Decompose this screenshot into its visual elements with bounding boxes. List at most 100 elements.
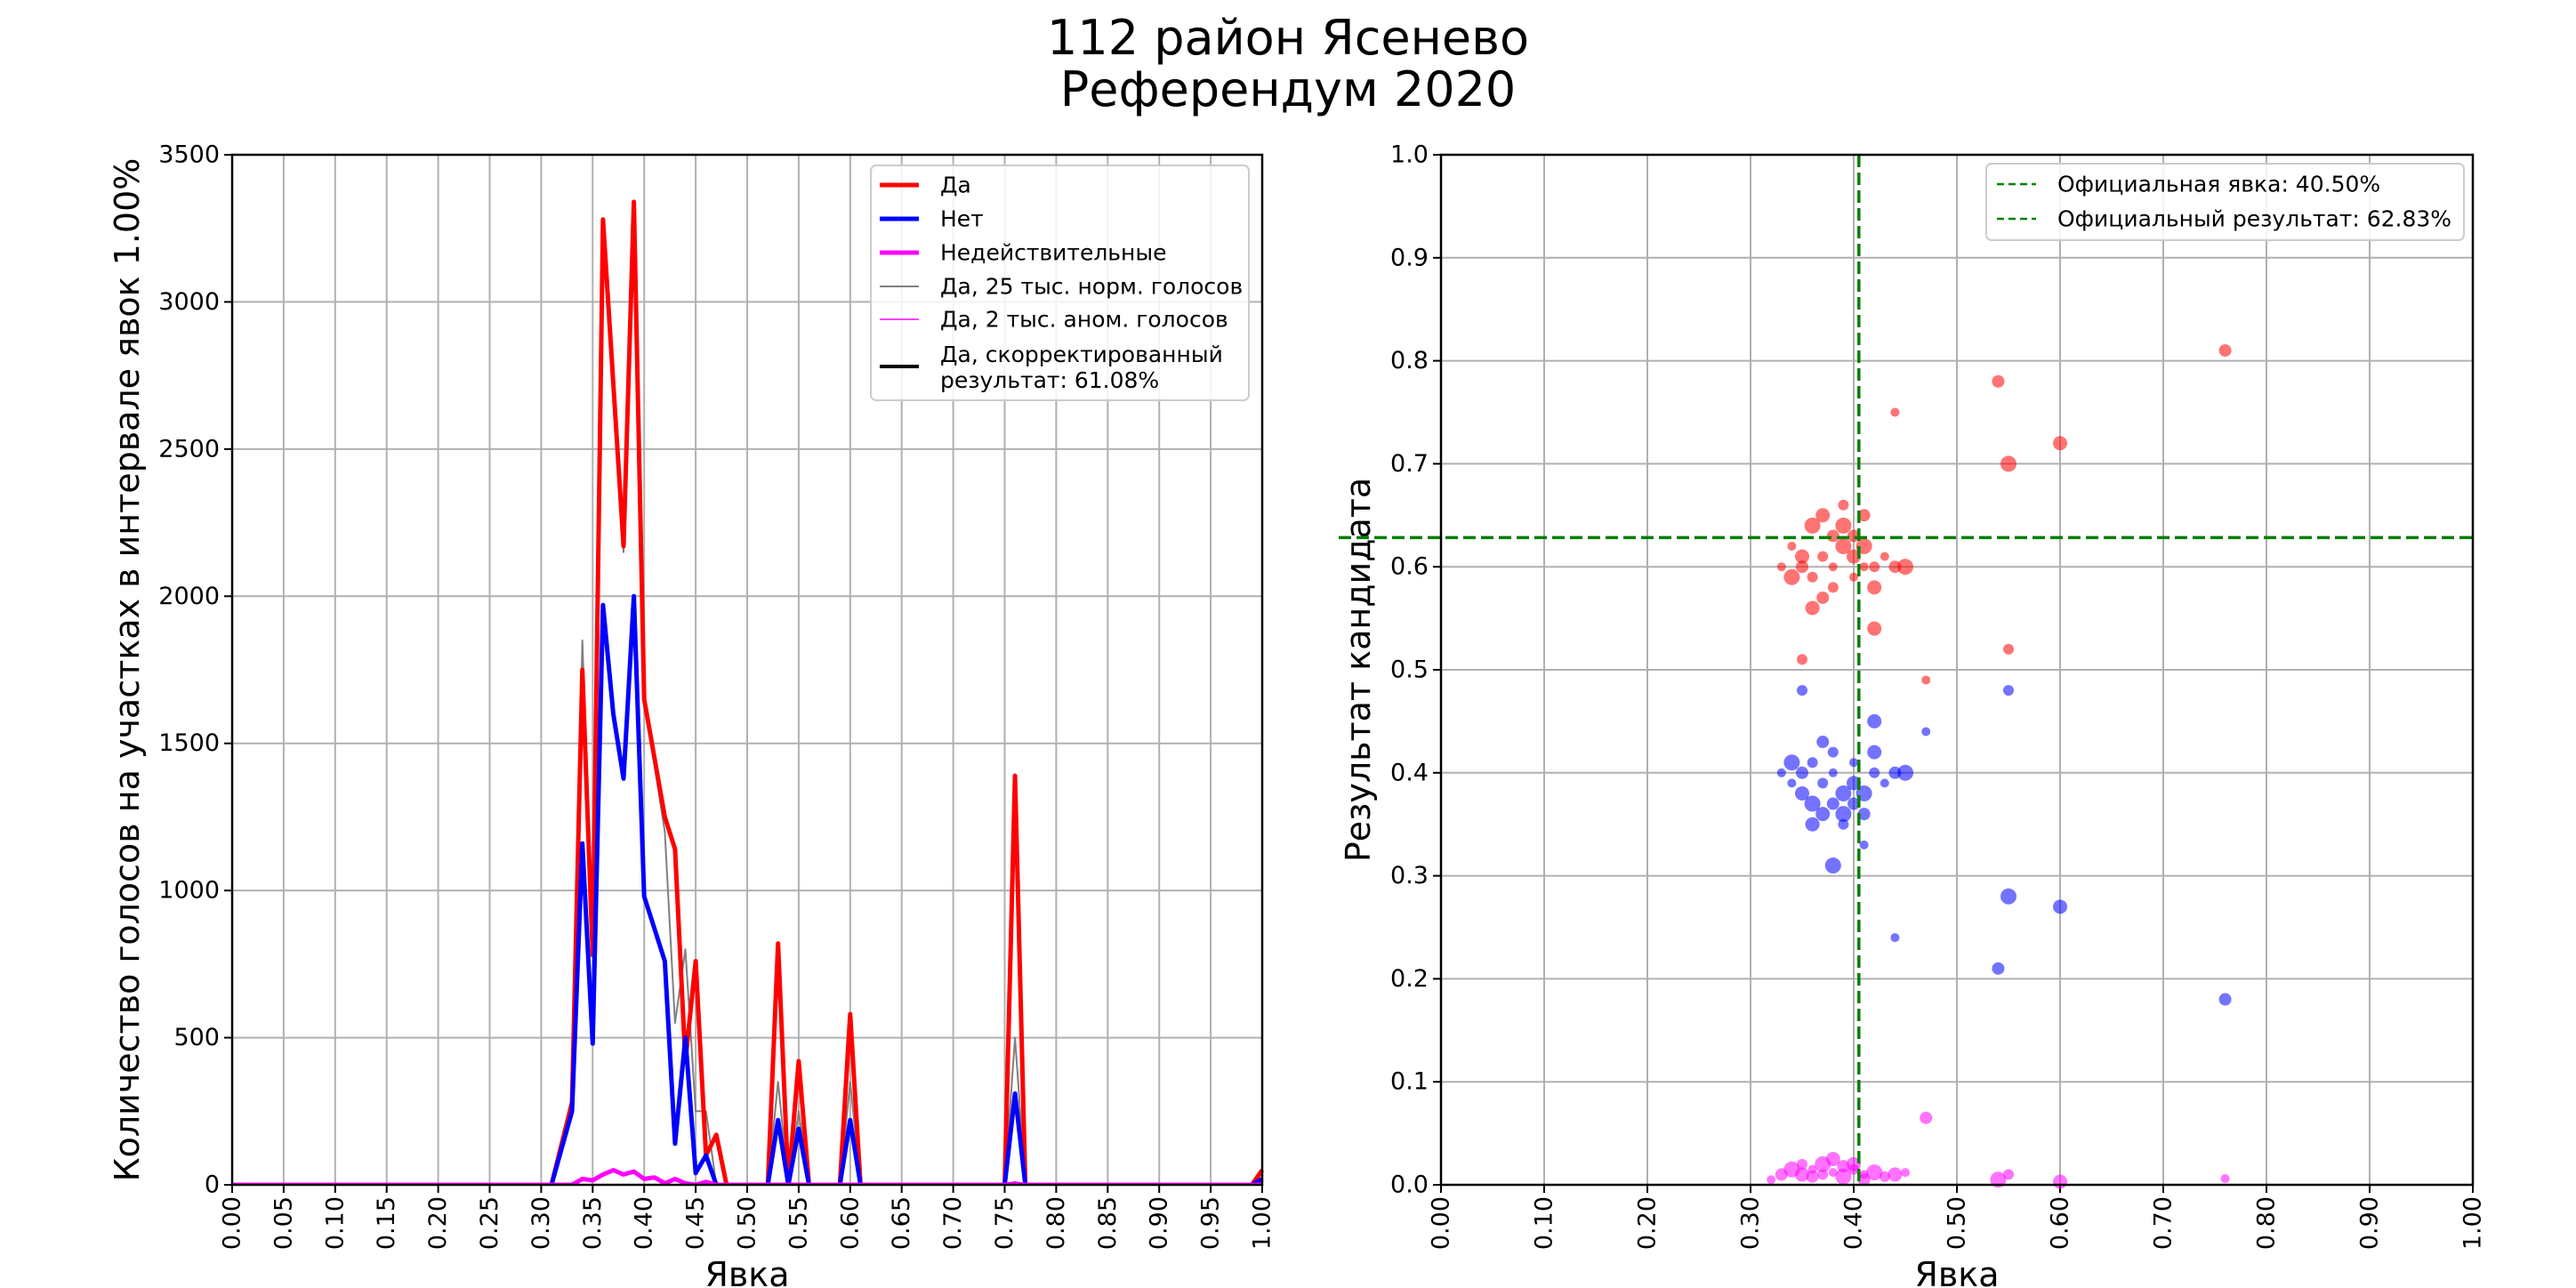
scatter-point-0: [2000, 455, 2017, 472]
scatter-point-0: [1859, 562, 1869, 572]
x-tick-label: 0.35: [579, 1196, 607, 1250]
scatter-point-1: [1857, 808, 1871, 821]
scatter-point-1: [1921, 727, 1931, 737]
figure-title-line-1: 112 район Ясенево: [1046, 10, 1530, 66]
y-tick-label: 0.6: [1390, 553, 1429, 581]
scatter-point-1: [1867, 713, 1882, 729]
scatter-point-2: [1847, 1156, 1861, 1171]
legend-label: Да, скорректированный результат: 61.08%: [940, 342, 1223, 393]
scatter-point-2: [1990, 1171, 2007, 1188]
x-tick-label: 0.65: [888, 1196, 915, 1250]
scatter-point-1: [1787, 778, 1797, 788]
x-tick-label: 0.60: [836, 1196, 864, 1250]
scatter-point-1: [1867, 745, 1882, 760]
scatter-point-2: [2220, 1174, 2230, 1184]
scatter-point-0: [2053, 436, 2067, 451]
scatter-point-1: [1804, 795, 1821, 812]
scatter-point-2: [1857, 1173, 1871, 1187]
scatter-point-0: [1847, 549, 1861, 564]
figure-title-line-2: Референдум 2020: [1059, 61, 1517, 117]
scatter-point-1: [1826, 797, 1839, 810]
scatter-point-1: [1849, 758, 1858, 768]
y-tick-label: 0.3: [1390, 862, 1429, 890]
scatter-point-1: [1828, 768, 1838, 777]
scatter-point-1: [1817, 777, 1829, 789]
x-tick-label: 0.90: [2356, 1196, 2384, 1250]
x-tick-label: 0.95: [1197, 1196, 1225, 1250]
scatter-point-0: [1835, 517, 1852, 534]
y-tick-label: 0.7: [1390, 450, 1429, 478]
scatter-point-2: [1828, 1168, 1838, 1178]
scatter-chart: 0.00 0.10 0.20 0.30 0.40 0.50 0.60 0.70 0.80 0.90…: [1339, 141, 2487, 1288]
scatter-point-0: [1805, 600, 1820, 616]
legend-box: [1985, 163, 2465, 241]
series-line-1: [232, 199, 1265, 1185]
series-line-4: [232, 1180, 1262, 1185]
x-axis-label: Явка: [704, 1255, 789, 1288]
legend-label-line: Да, скорректированный: [940, 342, 1223, 367]
y-tick-label: 1.0: [1390, 141, 1429, 169]
scatter-point-2: [1866, 1164, 1883, 1181]
x-tick-label: 0.75: [991, 1196, 1018, 1250]
x-tick-label: 0.20: [1634, 1196, 1662, 1250]
legend-label: Недействительные: [940, 240, 1167, 266]
series-line-2: [232, 593, 1264, 1185]
scatter-point-1: [1847, 776, 1861, 791]
legend-label: Официальный результат: 62.83%: [2057, 206, 2451, 232]
x-tick-label: 1.00: [2459, 1196, 2487, 1250]
y-tick-label: 0.1: [1390, 1068, 1429, 1096]
scatter-point-1: [1890, 933, 1900, 943]
x-tick-label: 0.70: [939, 1196, 967, 1250]
scatter-point-2: [1806, 1170, 1819, 1183]
scatter-point-0: [1776, 562, 1786, 572]
scatter-point-2: [1817, 1169, 1829, 1180]
legend-box: [870, 165, 1250, 401]
y-tick-label: 0.9: [1390, 244, 1429, 271]
x-tick-label: 0.70: [2150, 1196, 2178, 1250]
scatter-point-1: [1796, 766, 1808, 779]
scatter-point-2: [1901, 1168, 1910, 1178]
x-tick-label: 0.40: [1840, 1196, 1868, 1250]
y-tick-label: 2000: [158, 583, 220, 610]
scatter-point-0: [2003, 643, 2014, 655]
scatter-point-2: [1767, 1175, 1776, 1185]
scatter-point-1: [2003, 685, 2014, 696]
scatter-point-1: [1795, 785, 1809, 801]
y-tick-label: 3000: [158, 288, 220, 316]
x-tick-label: 1.00: [1249, 1196, 1276, 1250]
scatter-point-2: [1879, 1171, 1890, 1182]
y-tick-label: 3500: [158, 141, 220, 169]
scatter-point-2: [1797, 1158, 1807, 1170]
x-tick-label: 0.00: [219, 1196, 246, 1250]
scatter-point-1: [1880, 778, 1889, 788]
scatter-point-0: [1796, 560, 1808, 574]
scatter-point-0: [2218, 344, 2232, 358]
x-tick-label: 0.15: [373, 1196, 400, 1250]
x-tick-label: 0.10: [321, 1196, 349, 1250]
scatter-point-0: [1826, 529, 1839, 543]
scatter-point-0: [1880, 551, 1889, 561]
scatter-point-1: [1835, 806, 1852, 823]
scatter-point-1: [1827, 746, 1839, 758]
scatter-point-0: [1857, 509, 1871, 522]
x-tick-label: 0.30: [1737, 1196, 1765, 1250]
y-axis-label: Результат кандидата: [1339, 478, 1378, 862]
y-tick-label: 0: [205, 1171, 220, 1199]
scatter-point-0: [1804, 517, 1821, 534]
y-tick-label: 0.5: [1390, 656, 1429, 684]
scatter-point-2: [1825, 1152, 1840, 1167]
plot-frame: [230, 153, 1264, 1187]
y-axis-label: Количество голосов на участках в интерва…: [108, 158, 147, 1182]
scatter-point-0: [1797, 654, 1807, 665]
scatter-point-0: [1787, 542, 1797, 551]
scatter-point-1: [1847, 797, 1860, 810]
y-tick-label: 0.2: [1390, 965, 1429, 993]
scatter-point-0: [1921, 675, 1931, 685]
x-tick-label: 0.25: [476, 1196, 503, 1250]
x-tick-label: 0.50: [1944, 1196, 1971, 1250]
scatter-point-1: [1838, 818, 1849, 830]
scatter-point-1: [1816, 736, 1830, 749]
legend-label: Да, 25 тыс. норм. голосов: [940, 274, 1243, 300]
y-tick-label: 500: [173, 1024, 220, 1051]
